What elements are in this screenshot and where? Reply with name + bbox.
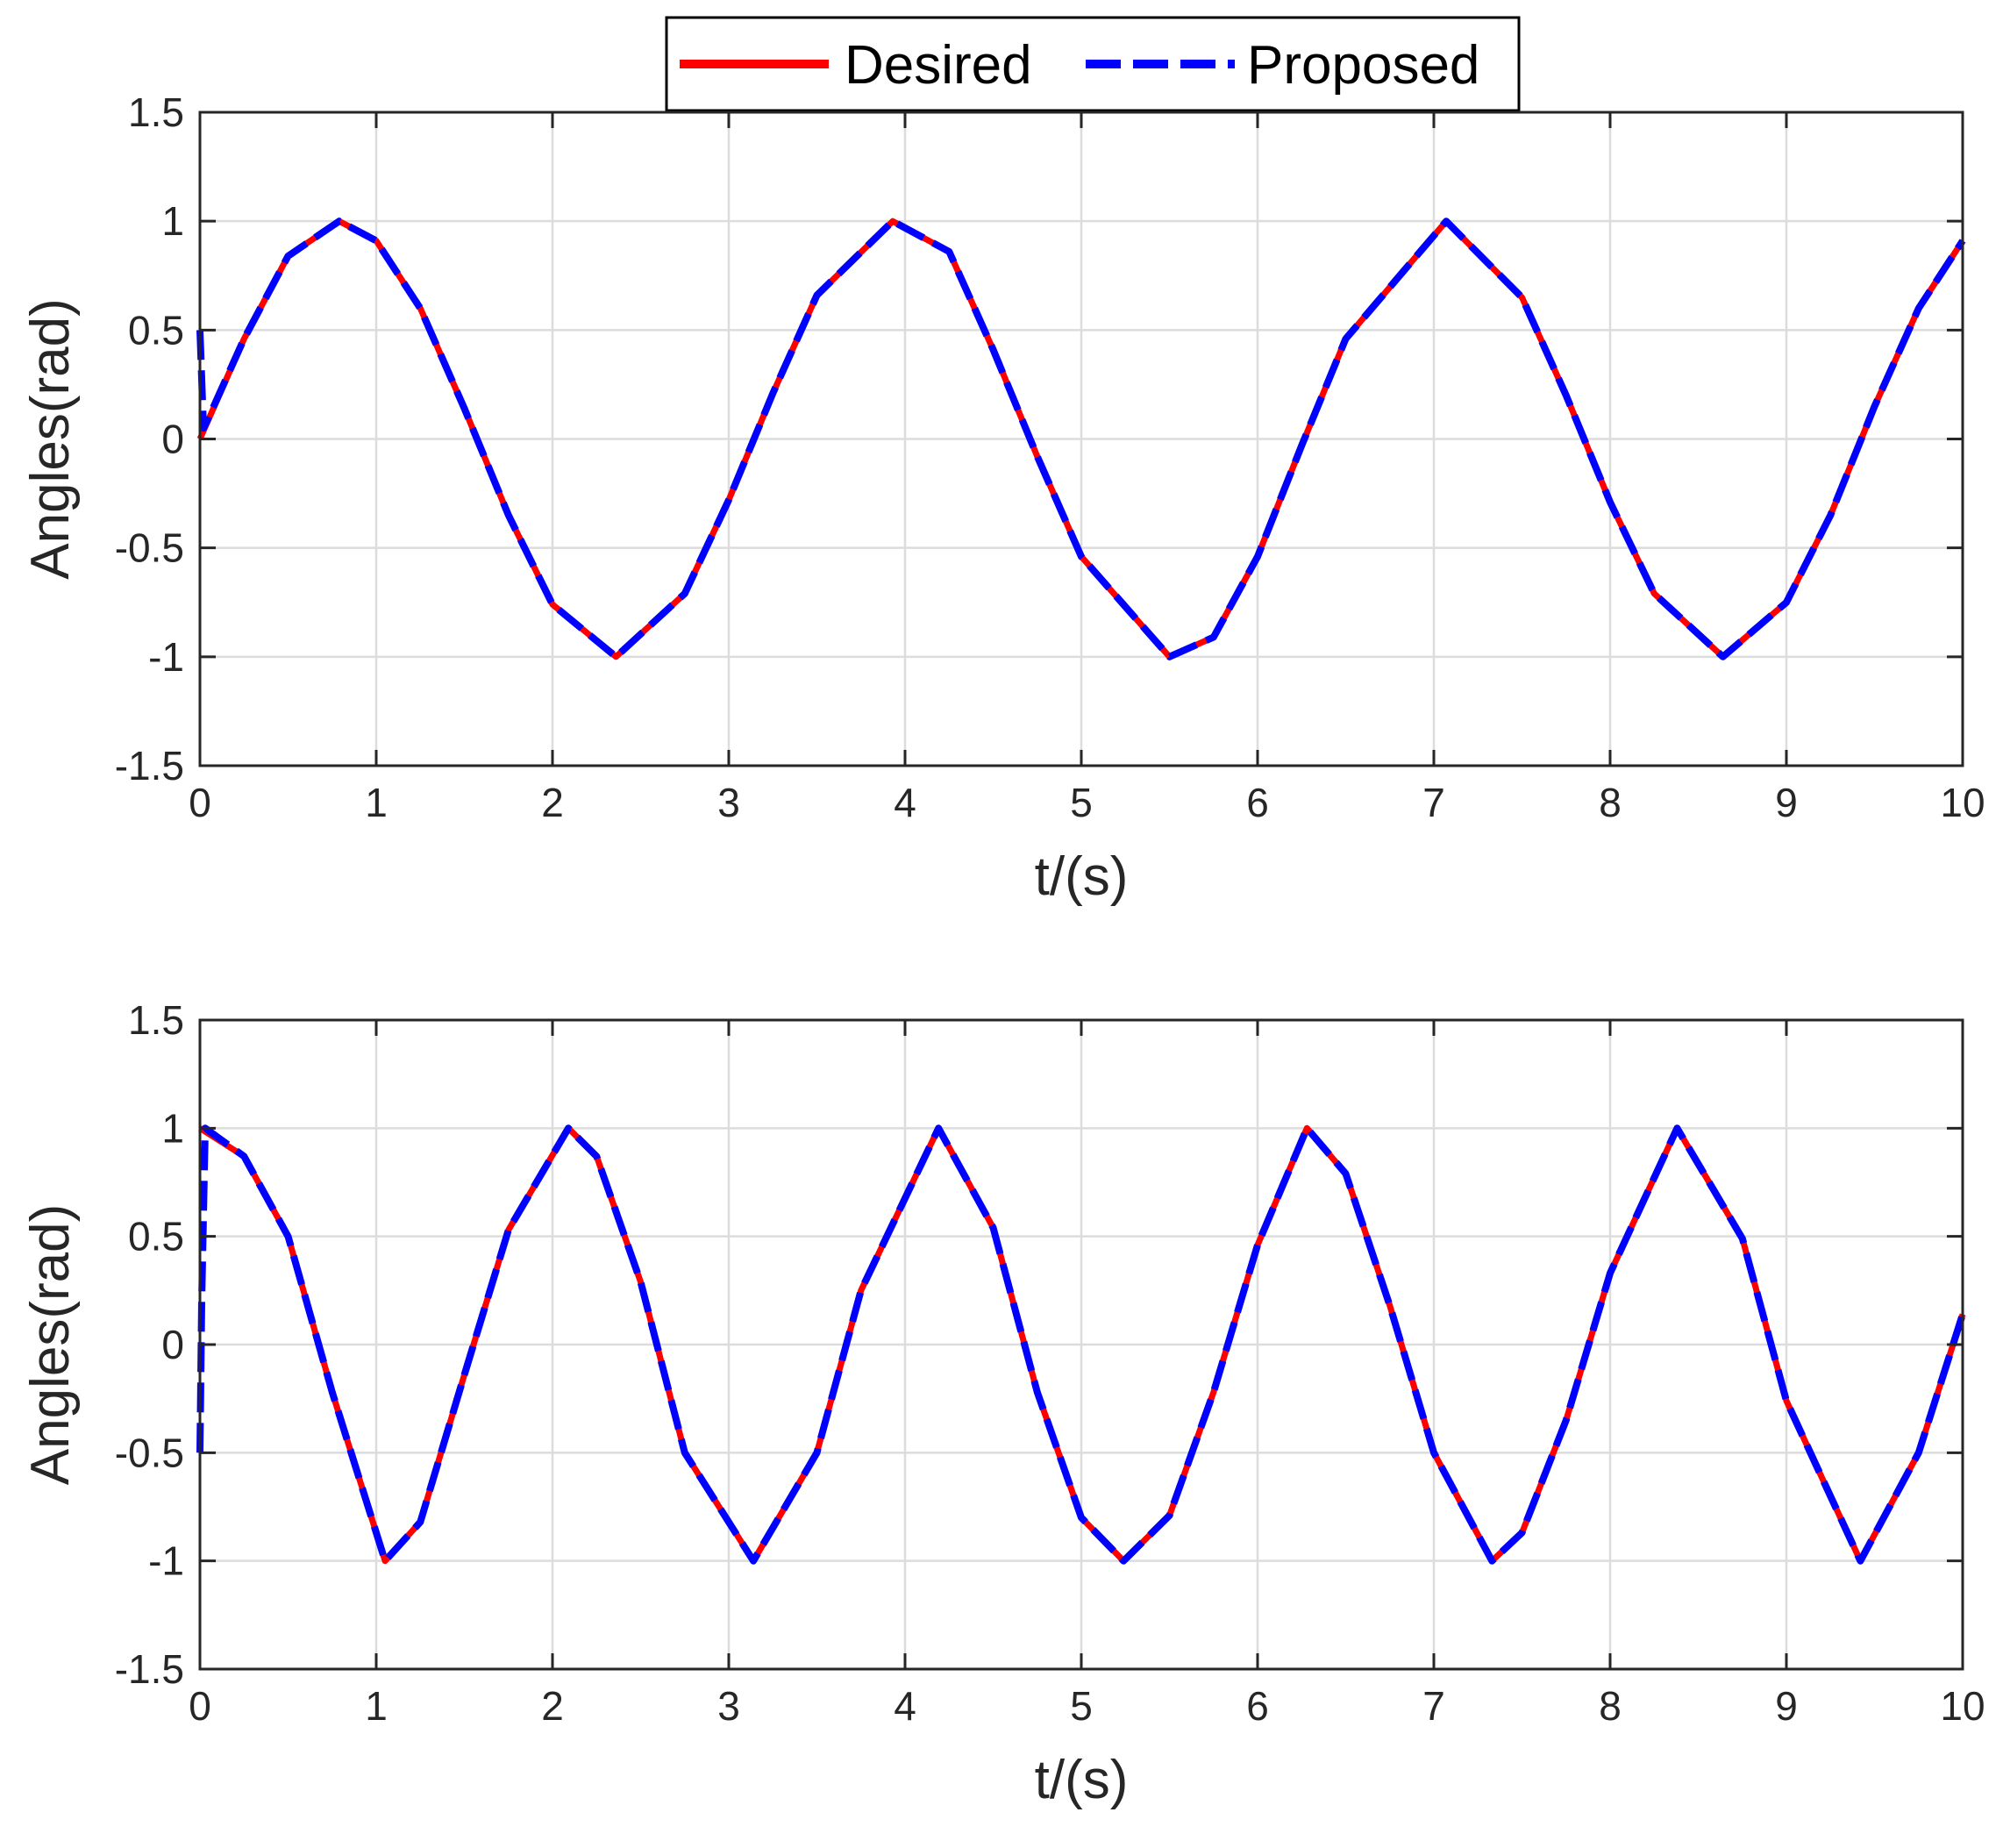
x-tick-label: 2	[541, 1683, 564, 1729]
y-tick-label: 0.5	[128, 307, 184, 353]
x-tick-label: 10	[1940, 1683, 1985, 1729]
x-tick-label: 0	[189, 780, 211, 825]
x-tick-label: 2	[541, 780, 564, 825]
x-tick-label: 8	[1599, 1683, 1622, 1729]
y-tick-label: -1	[148, 1538, 184, 1584]
y-axis-label: Angles(rad)	[20, 1204, 81, 1485]
y-tick-label: 0.5	[128, 1214, 184, 1259]
legend-label-proposed: Proposed	[1247, 35, 1479, 96]
top-plot: 0 1 2 3 4 5 6 7 8 9 10 1.5 1 0.5 0 -0.5 -1 -1.5 t/(s) Angle…	[20, 89, 1985, 907]
x-tick-label: 7	[1422, 1683, 1445, 1729]
bottom-plot: 0 1 2 3 4 5 6 7 8 9 10 1.5 1 0.5 0 -0.5 -1 -1.5 t/(s) Angle…	[20, 997, 1985, 1810]
x-axis-label: t/(s)	[1035, 1750, 1129, 1810]
x-tick-label: 3	[717, 780, 740, 825]
y-tick-label: -0.5	[115, 525, 184, 571]
series-proposed-line	[196, 1124, 1966, 1565]
y-tick-label: -1	[148, 634, 184, 680]
y-tick-label: 1.5	[128, 89, 184, 135]
legend-label-desired: Desired	[845, 35, 1032, 96]
y-tick-label: -1.5	[115, 743, 184, 788]
x-tick-label: 9	[1775, 780, 1798, 825]
y-tick-label: -0.5	[115, 1430, 184, 1475]
x-tick-label: 5	[1070, 780, 1093, 825]
x-tick-label: 1	[365, 780, 388, 825]
x-tick-label: 1	[365, 1683, 388, 1729]
x-tick-label: 4	[894, 780, 916, 825]
y-tick-label: 1	[161, 1105, 184, 1151]
y-tick-label: 1	[161, 198, 184, 244]
x-tick-label: 6	[1246, 1683, 1269, 1729]
x-tick-label: 3	[717, 1683, 740, 1729]
x-tick-label: 8	[1599, 780, 1622, 825]
y-tick-label: 0	[161, 1322, 184, 1367]
x-tick-label: 5	[1070, 1683, 1093, 1729]
series-proposed-line	[196, 218, 1966, 660]
y-tick-label: -1.5	[115, 1646, 184, 1692]
y-axis-label: Angles(rad)	[20, 298, 81, 579]
x-tick-label: 6	[1246, 780, 1269, 825]
x-tick-label: 9	[1775, 1683, 1798, 1729]
x-tick-label: 0	[189, 1683, 211, 1729]
x-tick-label: 10	[1940, 780, 1985, 825]
y-tick-label: 0	[161, 417, 184, 462]
x-axis-label: t/(s)	[1035, 846, 1129, 907]
x-tick-label: 4	[894, 1683, 916, 1729]
legend: Desired Proposed	[665, 16, 1521, 112]
x-tick-label: 7	[1422, 780, 1445, 825]
y-tick-label: 1.5	[128, 997, 184, 1043]
